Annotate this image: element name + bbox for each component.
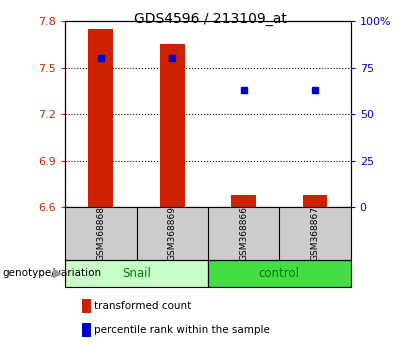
- Bar: [231, 195, 256, 207]
- Bar: [302, 195, 328, 207]
- Bar: [160, 45, 185, 207]
- Text: GSM368867: GSM368867: [310, 206, 320, 261]
- Text: Snail: Snail: [122, 267, 151, 280]
- Text: GSM368869: GSM368869: [168, 206, 177, 261]
- Bar: [65, 260, 208, 287]
- Text: percentile rank within the sample: percentile rank within the sample: [94, 325, 270, 335]
- Text: control: control: [259, 267, 300, 280]
- Text: GDS4596 / 213109_at: GDS4596 / 213109_at: [134, 12, 286, 27]
- Text: genotype/variation: genotype/variation: [2, 268, 101, 278]
- Text: GSM368866: GSM368866: [239, 206, 248, 261]
- Text: ▶: ▶: [52, 267, 62, 280]
- Bar: [208, 260, 351, 287]
- Text: transformed count: transformed count: [94, 301, 192, 311]
- Bar: [88, 29, 113, 207]
- Text: GSM368868: GSM368868: [96, 206, 105, 261]
